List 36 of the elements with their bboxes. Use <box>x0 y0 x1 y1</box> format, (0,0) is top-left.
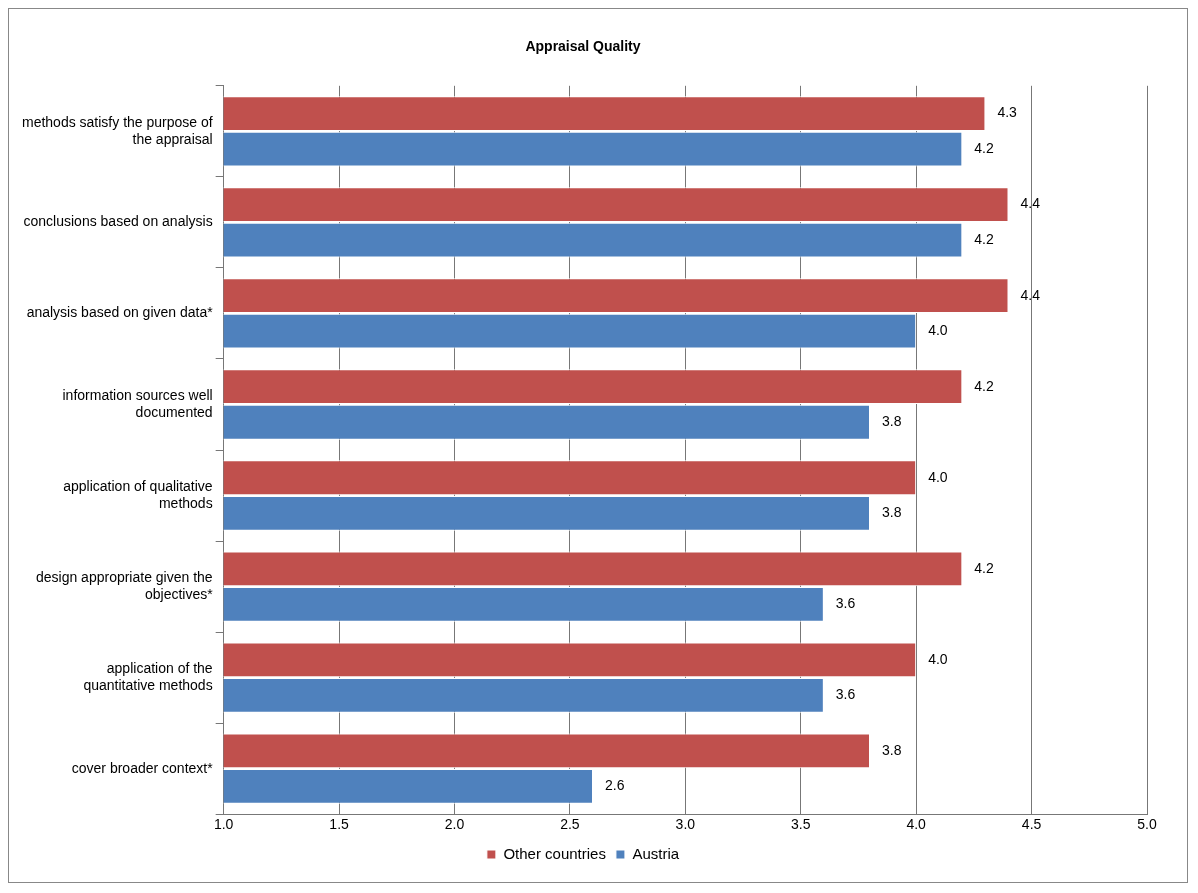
y-tick-label: conclusions based on analysis <box>23 213 213 230</box>
data-label: 4.3 <box>997 104 1018 121</box>
x-tick-label: 2.0 <box>444 816 465 833</box>
y-tick-label: analysis based on given data* <box>26 304 214 321</box>
data-label: 4.2 <box>974 139 995 156</box>
data-label: 3.8 <box>882 504 902 521</box>
y-tick-label: information sources well documented <box>62 386 213 420</box>
data-label: 4.2 <box>974 377 995 394</box>
x-tick-label: 3.5 <box>791 816 811 833</box>
data-label: 3.8 <box>882 741 902 758</box>
data-label: 3.8 <box>882 413 902 430</box>
x-tick-label: 3.0 <box>675 816 696 833</box>
data-label: 4.0 <box>928 468 948 485</box>
y-tick-label: methods satisfy the purpose of the appraisal <box>21 113 213 147</box>
data-label: 4.0 <box>928 650 948 667</box>
x-tick-label: 5.0 <box>1137 816 1157 833</box>
data-label: 4.4 <box>1020 286 1041 303</box>
data-label: 4.2 <box>974 559 995 576</box>
x-tick-label: 1.0 <box>213 816 234 833</box>
y-tick-label: application of qualitative methods <box>63 477 213 511</box>
legend-label: Other countries <box>503 844 606 862</box>
legend-label: Austria <box>632 844 680 862</box>
x-tick-label: 1.5 <box>329 816 350 833</box>
data-label: 3.6 <box>835 686 856 703</box>
x-tick-label: 4.5 <box>1021 816 1042 833</box>
data-label: 2.6 <box>605 777 625 794</box>
data-label: 4.4 <box>1020 195 1041 212</box>
chart-title: Appraisal Quality <box>525 38 641 55</box>
y-tick-label: design appropriate given the objectives* <box>35 569 214 602</box>
x-tick-label: 4.0 <box>906 816 927 833</box>
data-label: 4.0 <box>928 322 948 339</box>
y-tick-label: cover broader context* <box>71 759 214 776</box>
data-label: 3.6 <box>835 595 856 612</box>
x-tick-label: 2.5 <box>560 816 580 833</box>
y-tick-label: application of the quantitative methods <box>83 660 213 693</box>
data-label: 4.2 <box>974 230 995 247</box>
